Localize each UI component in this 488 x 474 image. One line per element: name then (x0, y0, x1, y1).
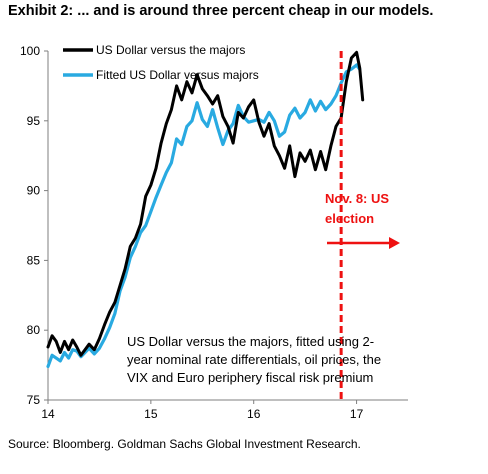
legend-label-actual: US Dollar versus the majors (96, 43, 245, 57)
legend: US Dollar versus the majors Fitted US Dol… (63, 43, 259, 82)
axes (44, 50, 408, 404)
y-tick-label: 90 (27, 184, 41, 198)
event-label-line2: election (325, 211, 374, 226)
series-line-fitted (46, 63, 362, 369)
x-tick-label: 15 (144, 407, 158, 421)
x-tick-label: 17 (350, 407, 364, 421)
y-tick-label: 75 (27, 393, 41, 407)
source-note: Source: Bloomberg. Goldman Sachs Global … (8, 437, 361, 451)
x-tick-label: 16 (247, 407, 261, 421)
annotation-line: US Dollar versus the majors, fitted usin… (127, 334, 374, 349)
y-tick-label: 100 (20, 44, 40, 58)
event-label-line1: Nov. 8: US (325, 191, 389, 206)
chart-title: Exhibit 2: ... and is around three perce… (8, 3, 434, 19)
annotation: US Dollar versus the majors, fitted usin… (127, 334, 381, 385)
y-tick-label: 80 (27, 323, 41, 337)
y-tick-label: 95 (27, 114, 41, 128)
legend-label-fitted: Fitted US Dollar versus majors (96, 68, 259, 82)
y-tick-label: 85 (27, 253, 41, 267)
series-line-actual (46, 50, 365, 357)
event-marker: Nov. 8: US election (325, 51, 400, 400)
event-arrow-head (389, 237, 400, 249)
series-lines (46, 50, 365, 369)
annotation-line: VIX and Euro periphery fiscal risk premi… (127, 370, 373, 385)
x-tick-label: 14 (41, 407, 55, 421)
annotation-line: year nominal rate differentials, oil pri… (127, 352, 381, 367)
tick-labels: 75 80 85 90 95 100 14 15 16 17 (20, 44, 364, 421)
